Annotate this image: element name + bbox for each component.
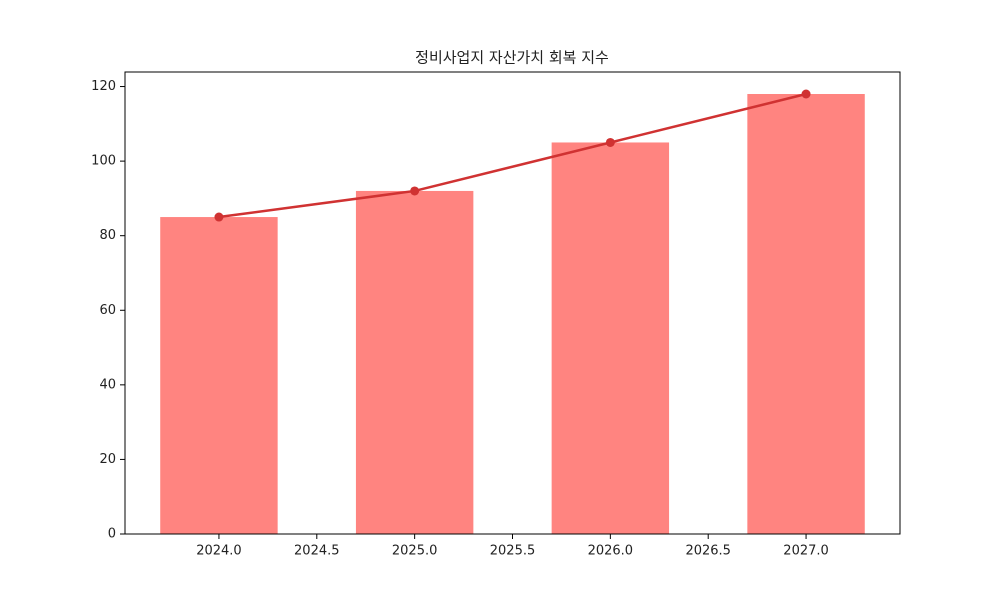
bar bbox=[551, 142, 670, 534]
point bbox=[214, 212, 224, 222]
y-tick-label: 20 bbox=[99, 452, 116, 467]
x-tick-label: 2026.0 bbox=[588, 544, 634, 559]
y-tick-label: 40 bbox=[99, 377, 116, 392]
x-tick-label: 2024.0 bbox=[196, 544, 242, 559]
x-tick-label: 2025.5 bbox=[490, 544, 536, 559]
x-tick-label: 2025.0 bbox=[392, 544, 438, 559]
y-tick-label: 120 bbox=[91, 79, 116, 94]
y-tick-label: 0 bbox=[108, 527, 116, 542]
x-tick-label: 2026.5 bbox=[685, 544, 731, 559]
line bbox=[218, 92, 807, 219]
point bbox=[801, 89, 811, 99]
x-tick-label: 2027.0 bbox=[783, 544, 829, 559]
point bbox=[410, 186, 420, 196]
y-tick-label: 80 bbox=[99, 228, 116, 243]
y-tick-label: 60 bbox=[99, 303, 116, 318]
bar bbox=[355, 190, 474, 534]
x-tick-label: 2024.5 bbox=[294, 544, 340, 559]
point bbox=[605, 137, 615, 147]
bar bbox=[747, 94, 865, 534]
chart-title: 정비사업지 자산가치 회복 지수 bbox=[415, 49, 609, 67]
y-tick-label: 100 bbox=[91, 154, 116, 169]
bar bbox=[160, 217, 278, 534]
